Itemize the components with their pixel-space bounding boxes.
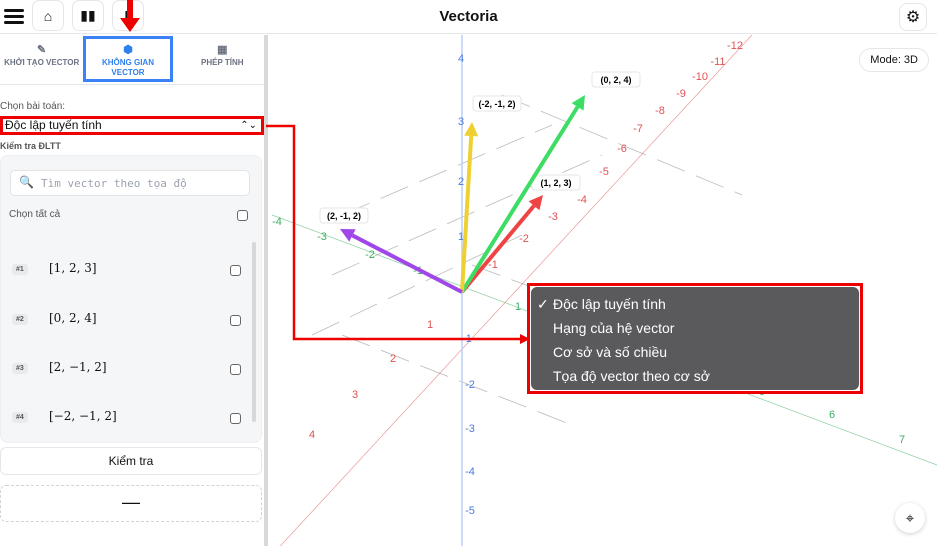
vector-label: (0, 2, 4) [600,75,631,85]
crosshair-icon: ⌖ [905,509,915,527]
book-button[interactable]: ▮▮ [72,0,104,31]
settings-button[interactable]: ⚙ [899,3,927,31]
check-button[interactable]: Kiểm tra [0,447,262,475]
vector-label: (2, -1, 2) [327,211,361,221]
vector-label-box [591,71,641,88]
sidebar: ✎ KHỞI TẠO VECTOR ⬢ KHÔNG GIAN VECTOR ▦ PHÉ… [0,35,268,546]
red-tick-label: -7 [633,123,643,135]
red-tick-label: -5 [599,166,609,178]
tab-operations[interactable]: ▦ PHÉP TÍNH [181,35,264,84]
red-tick-label: -9 [676,88,686,100]
vector-arrow-head [528,195,543,211]
red-tick-label: -8 [655,105,665,117]
menu-item[interactable]: Hạng của hệ vector [553,320,675,336]
top-bar: ⌂ ▮▮ ▮ Vectoria ⚙ [0,0,937,34]
green-tick-label: 1 [515,301,521,313]
blue-tick-label: -5 [465,505,475,517]
edit-icon: ✎ [37,44,47,56]
vector-checkbox[interactable] [230,413,241,424]
blue-tick-label: 3 [458,116,464,128]
vector-label: (-2, -1, 2) [478,99,515,109]
green-tick-label: 7 [899,434,905,446]
mode-badge[interactable]: Mode: 3D [859,48,929,72]
gear-icon: ⚙ [905,9,921,26]
chevron-updown-icon: ⌃⌄ [240,120,257,131]
vector-label-box [472,95,522,112]
vector-arrow-shaft [460,204,536,294]
vector-arrow-shaft [460,105,580,294]
home-button[interactable]: ⌂ [32,0,64,31]
red-tick-label: -10 [692,71,708,83]
green-tick-label: -4 [272,216,282,228]
vector-checkbox[interactable] [230,364,241,375]
tab-bar: ✎ KHỞI TẠO VECTOR ⬢ KHÔNG GIAN VECTOR ▦ PHÉ… [0,35,264,85]
home-icon: ⌂ [43,7,53,24]
blue-tick-label: -2 [465,379,475,391]
problem-select[interactable]: Độc lập tuyến tính ⌃⌄ [0,116,264,135]
blue-tick-label: -4 [465,466,475,478]
green-tick-label: 6 [829,409,835,421]
red-tick-label: -6 [617,143,627,155]
green-tick-label: -3 [317,231,327,243]
problem-label: Chọn bài toán: [0,101,66,112]
vector-arrow-head [464,122,479,137]
vector-checkbox[interactable] [230,315,241,326]
vector-checkbox[interactable] [230,265,241,276]
annotation-arrow-down [120,0,140,32]
calculator-icon: ▦ [217,44,228,56]
search-icon: 🔍 [19,175,34,189]
grid-line [501,94,743,196]
red-tick-label: 4 [309,429,315,441]
menu-item[interactable]: Tọa độ vector theo cơ sở [553,368,710,384]
red-tick-label: 1 [427,319,433,331]
blue-tick-label: 4 [458,53,464,65]
blue-tick-label: -3 [465,423,475,435]
recenter-button[interactable]: ⌖ [895,503,925,533]
list-item: #3 [2, −1, 2] [1,355,251,385]
result-box: — [0,485,262,522]
problem-dropdown-menu: ✓ Độc lập tuyến tính Hạng của hệ vector C… [527,283,863,394]
blue-tick-label: 2 [458,176,464,188]
tab-vector-space[interactable]: ⬢ KHÔNG GIAN VECTOR [83,36,173,82]
list-item: #1 [1, 2, 3] [1,256,251,286]
book-icon: ▮▮ [80,7,96,23]
red-tick-label: -4 [577,194,587,206]
select-all-checkbox[interactable] [237,210,248,221]
section-label: Kiểm tra ĐLTT [0,141,61,151]
red-tick-label: 2 [390,353,396,365]
vector-panel: 🔍 Tìm vector theo tọa độ Chọn tất cả #1 [1… [0,155,262,443]
scrollbar[interactable] [252,242,256,422]
tab-init-vector[interactable]: ✎ KHỞI TẠO VECTOR [0,35,83,84]
menu-item[interactable]: ✓ Độc lập tuyến tính [531,292,859,316]
search-input[interactable]: 🔍 Tìm vector theo tọa độ [10,170,250,196]
vector-arrow-shaft [351,233,463,294]
list-item: #2 [0, 2, 4] [1,306,251,336]
select-all-label: Chọn tất cả [9,209,61,220]
blue-tick-label: -1 [462,333,472,345]
red-tick-label: -12 [727,40,743,52]
app-title: Vectoria [439,8,498,25]
menu-icon[interactable] [4,6,24,26]
red-tick-label: -3 [548,211,558,223]
menu-item[interactable]: Cơ sở và số chiều [553,344,668,360]
cube-icon: ⬢ [123,44,133,56]
red-tick-label: -2 [519,233,529,245]
red-tick-label: 3 [352,389,358,401]
vector-label: (1, 2, 3) [540,178,571,188]
green-tick-label: -2 [365,249,375,261]
red-tick-label: -11 [710,56,725,68]
vector-arrow-head [571,95,585,111]
check-icon: ✓ [537,296,549,312]
list-item: #4 [−2, −1, 2] [1,404,251,434]
